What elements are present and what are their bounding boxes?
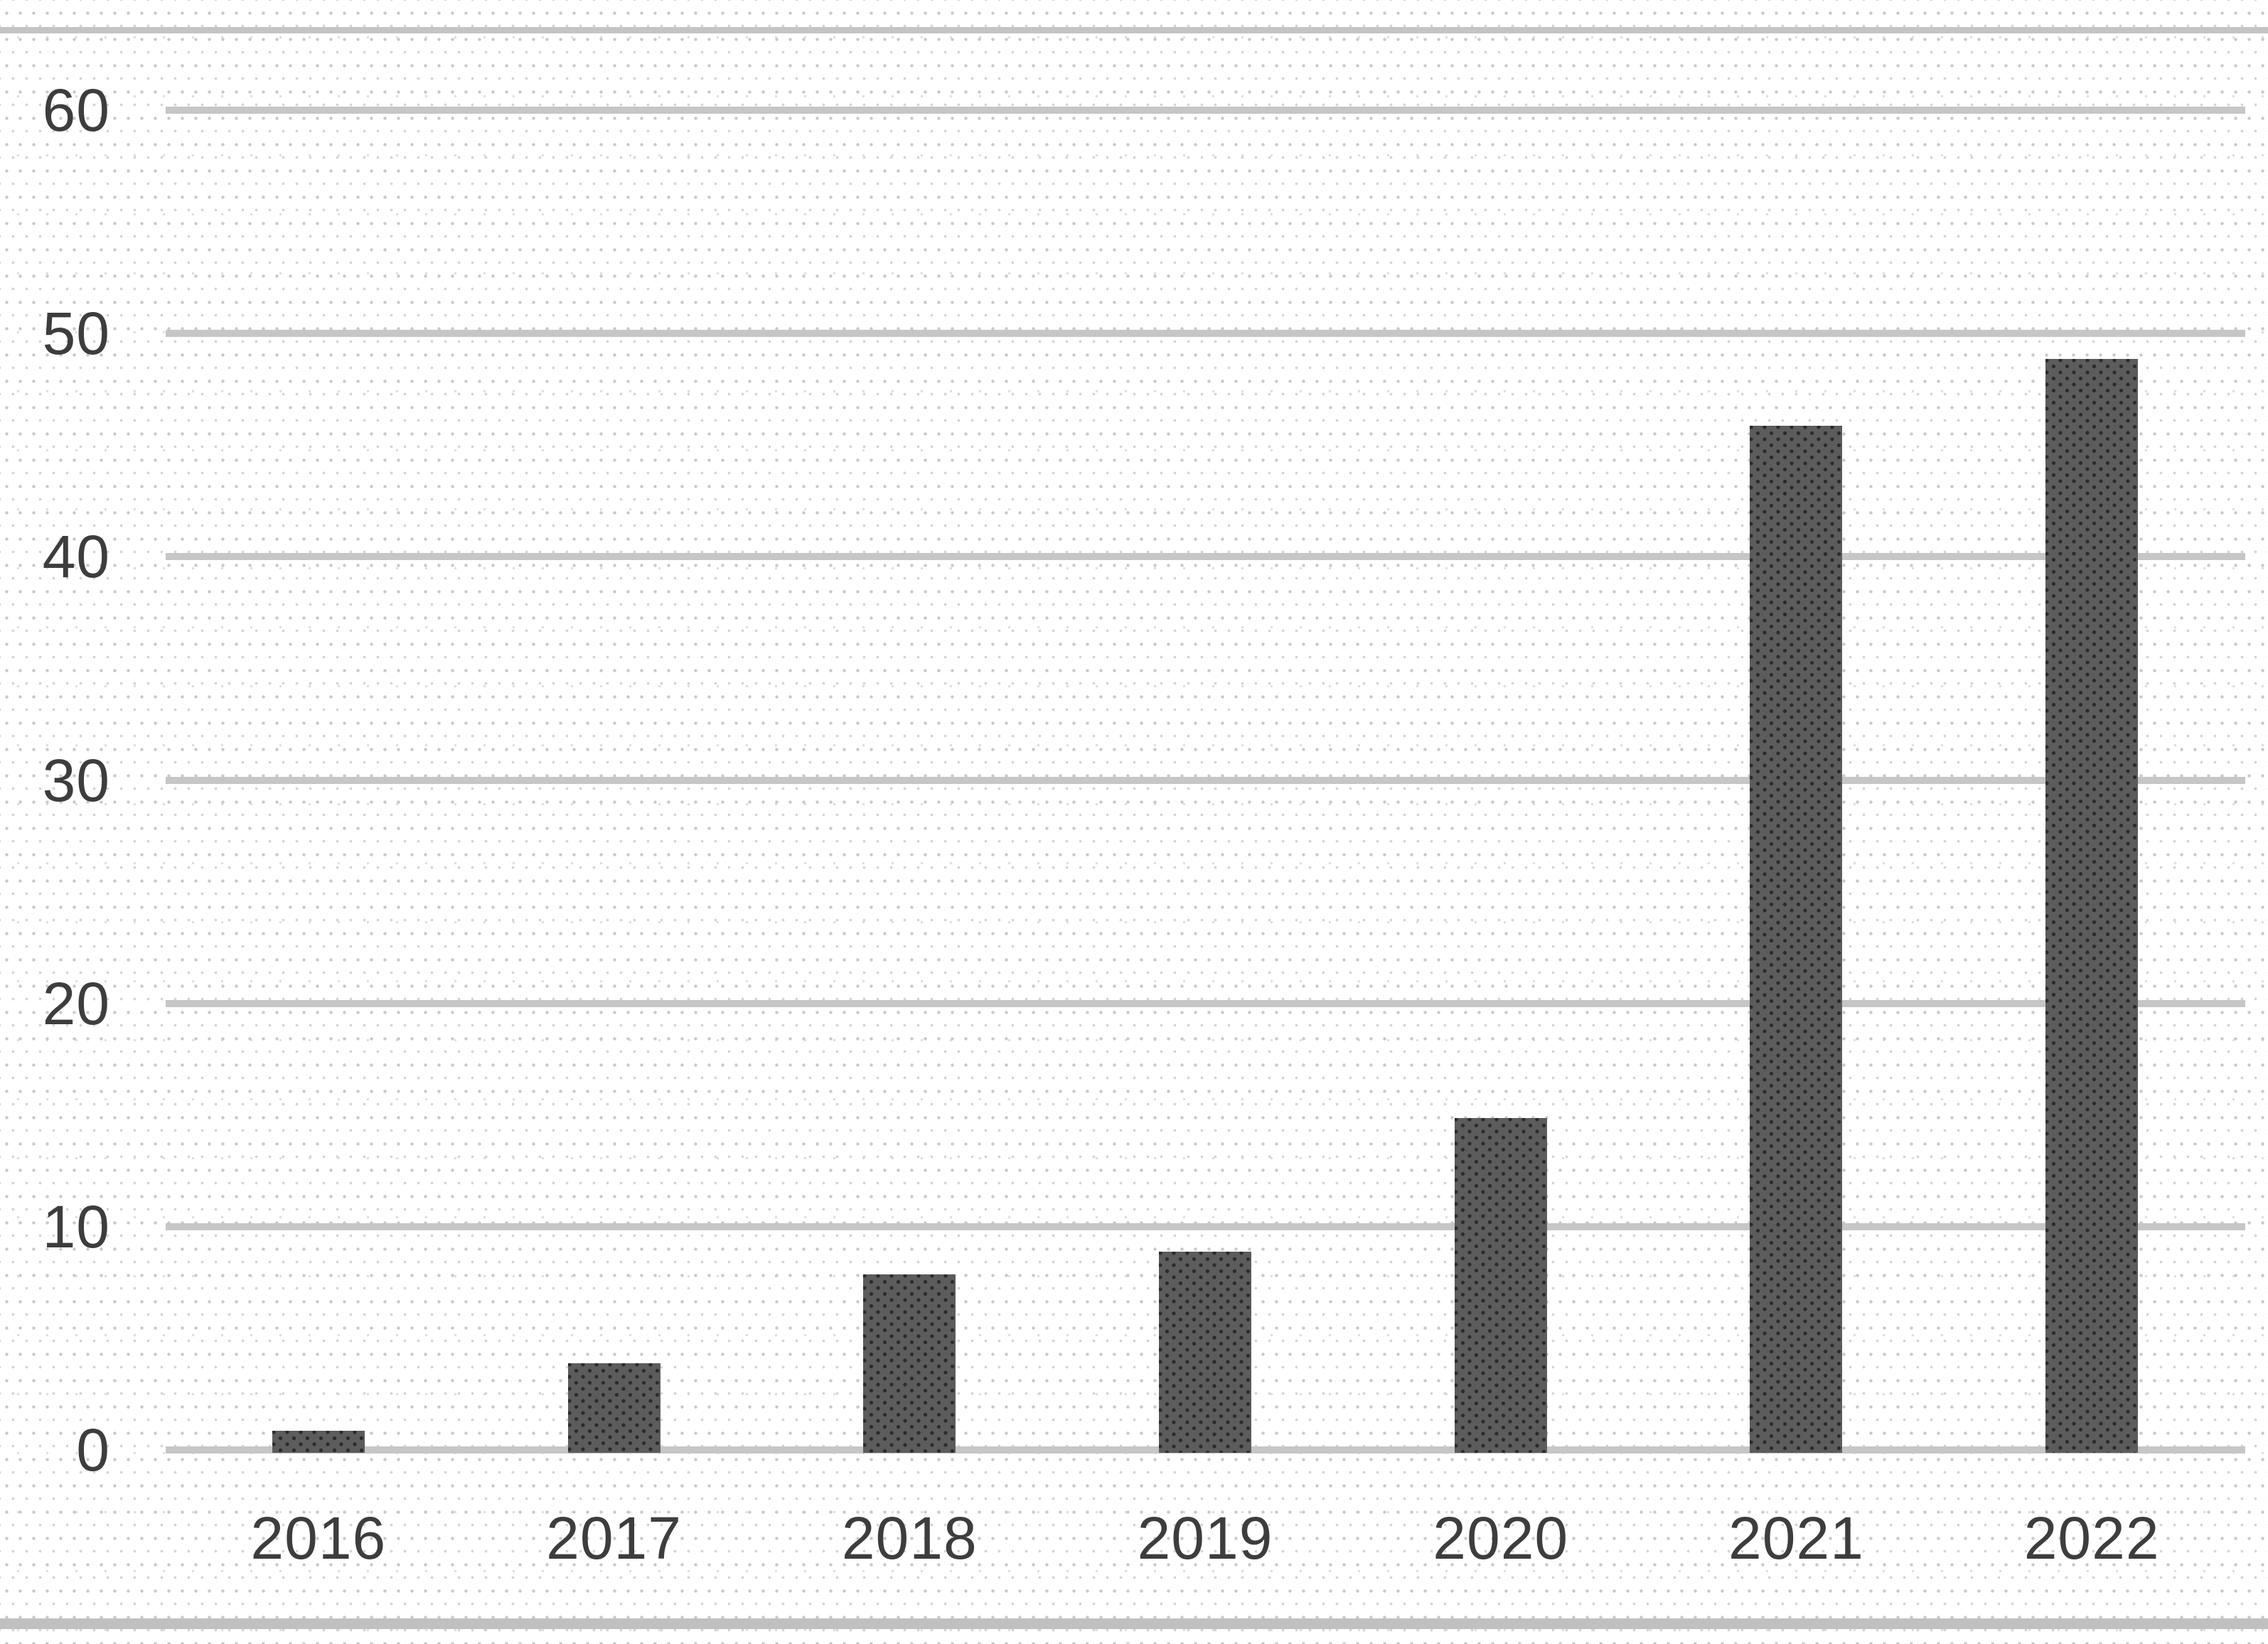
bar-2022: [2045, 358, 2139, 1453]
x-tick-label-2020: 2020: [1433, 1505, 1569, 1572]
x-tick-label-2017: 2017: [546, 1505, 682, 1572]
bar-2019: [1159, 1252, 1251, 1453]
gridline-50: [166, 330, 2245, 338]
bar-2017: [567, 1363, 660, 1453]
x-tick-label-2016: 2016: [250, 1505, 387, 1572]
bar-2020: [1454, 1117, 1547, 1453]
y-tick-label-20: 20: [42, 969, 110, 1037]
gridline-40: [166, 553, 2245, 561]
y-tick-label-60: 60: [42, 77, 110, 144]
bar-2018: [863, 1274, 956, 1453]
y-tick-label-30: 30: [42, 746, 110, 814]
bar-2016: [272, 1430, 365, 1453]
y-tick-label-40: 40: [42, 523, 110, 591]
x-tick-label-2019: 2019: [1137, 1505, 1273, 1572]
y-tick-label-50: 50: [42, 300, 110, 367]
gridline-60: [166, 107, 2245, 114]
bottom-border-line: [0, 1618, 2268, 1629]
x-tick-label-2022: 2022: [2023, 1505, 2160, 1572]
y-tick-label-0: 0: [76, 1417, 110, 1483]
top-border-line: [0, 27, 2268, 33]
x-tick-label-2021: 2021: [1728, 1505, 1864, 1572]
gridline-20: [166, 999, 2245, 1007]
bar-2021: [1750, 425, 1843, 1453]
x-tick-label-2018: 2018: [841, 1505, 978, 1572]
y-tick-label-10: 10: [42, 1193, 110, 1260]
gridline-30: [166, 776, 2245, 784]
gridline-10: [166, 1223, 2245, 1230]
